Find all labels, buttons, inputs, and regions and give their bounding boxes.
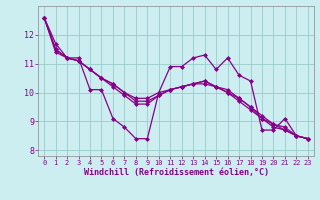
X-axis label: Windchill (Refroidissement éolien,°C): Windchill (Refroidissement éolien,°C) bbox=[84, 168, 268, 177]
